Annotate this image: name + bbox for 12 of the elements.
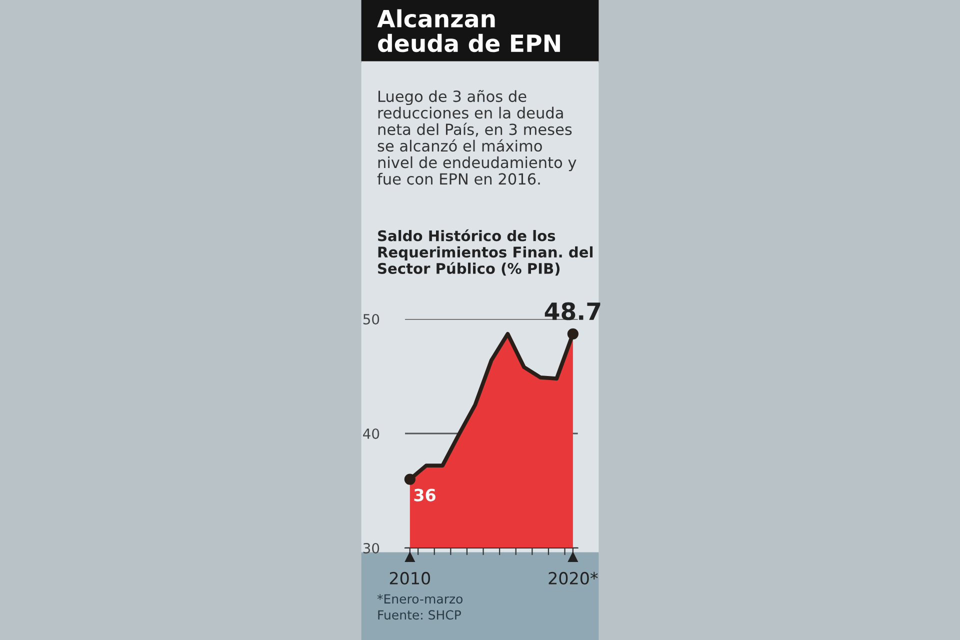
chart-title: Alcanzan deuda de EPN	[377, 9, 560, 52]
data-label: 48.7	[544, 302, 600, 320]
data-label: 36	[414, 488, 436, 502]
y-tick-label: 40	[363, 428, 380, 439]
y-axis-title: Saldo Histórico de los Requerimientos Finan. del Sector Público (% PIB)	[378, 229, 593, 276]
chart-subtitle: Luego de 3 años de reducciones en la deuda neta del País, en 3 meses se alcanzó el máximo nivel de endeudamiento y fue con EPN en 2016.	[377, 90, 576, 185]
x-tick-label: 2020*	[548, 572, 598, 585]
y-tick-label: 30	[363, 542, 380, 554]
source-note: Fuente: SHCP	[378, 610, 461, 620]
x-tick-label: 2010	[390, 572, 430, 585]
text: *Enero-marzo	[377, 594, 463, 604]
y-tick-label: 50	[363, 314, 380, 324]
